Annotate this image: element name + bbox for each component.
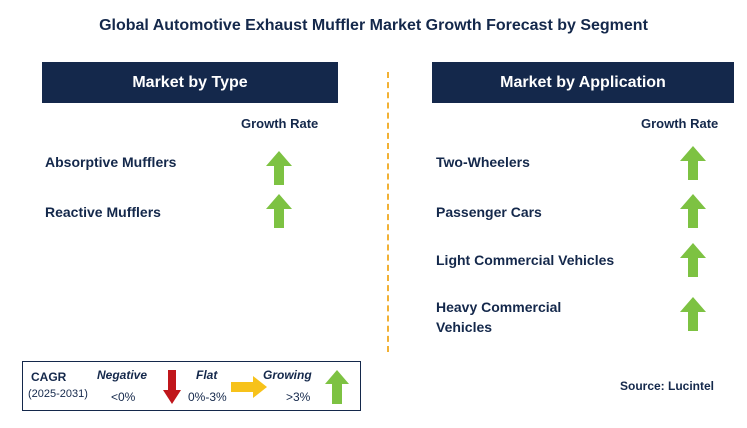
growing-arrow-icon xyxy=(325,370,349,404)
flat-arrow-icon xyxy=(231,376,267,398)
segment-reactive-mufflers: Reactive Mufflers xyxy=(45,204,161,220)
growing-arrow-icon xyxy=(680,297,706,331)
segment-heavy-commercial-vehicles: Heavy Commercial Vehicles xyxy=(436,297,561,337)
cagr-legend: CAGR (2025-2031) Negative <0% Flat 0%-3%… xyxy=(22,361,361,411)
legend-period: (2025-2031) xyxy=(28,388,88,400)
segment-passenger-cars: Passenger Cars xyxy=(436,204,542,220)
growing-arrow-icon xyxy=(680,194,706,228)
segment-light-commercial-vehicles: Light Commercial Vehicles xyxy=(436,252,615,268)
market-by-type-header: Market by Type xyxy=(42,62,338,103)
negative-arrow-icon xyxy=(163,370,181,404)
segment-heavy-commercial-line1: Heavy Commercial xyxy=(436,299,562,315)
growing-arrow-icon xyxy=(266,194,292,228)
legend-negative-label: Negative xyxy=(97,368,148,382)
segment-two-wheelers: Two-Wheelers xyxy=(436,154,530,170)
legend-negative-range: <0% xyxy=(111,390,136,404)
growing-arrow-icon xyxy=(680,146,706,180)
market-by-application-header: Market by Application xyxy=(432,62,734,103)
legend-cagr-label: CAGR xyxy=(31,370,67,384)
page-title: Global Automotive Exhaust Muffler Market… xyxy=(99,17,648,34)
legend-flat-range: 0%-3% xyxy=(188,390,227,404)
legend-flat-label: Flat xyxy=(196,368,218,382)
application-growth-rate-label: Growth Rate xyxy=(641,116,719,131)
growing-arrow-icon xyxy=(266,151,292,185)
source-label: Source: Lucintel xyxy=(620,379,715,393)
segment-heavy-commercial-line2: Vehicles xyxy=(436,319,493,335)
type-growth-rate-label: Growth Rate xyxy=(241,116,319,131)
growing-arrow-icon xyxy=(680,243,706,277)
legend-growing-label: Growing xyxy=(263,368,312,382)
segment-absorptive-mufflers: Absorptive Mufflers xyxy=(45,154,177,170)
panel-divider xyxy=(387,72,389,352)
legend-growing-range: >3% xyxy=(286,390,311,404)
